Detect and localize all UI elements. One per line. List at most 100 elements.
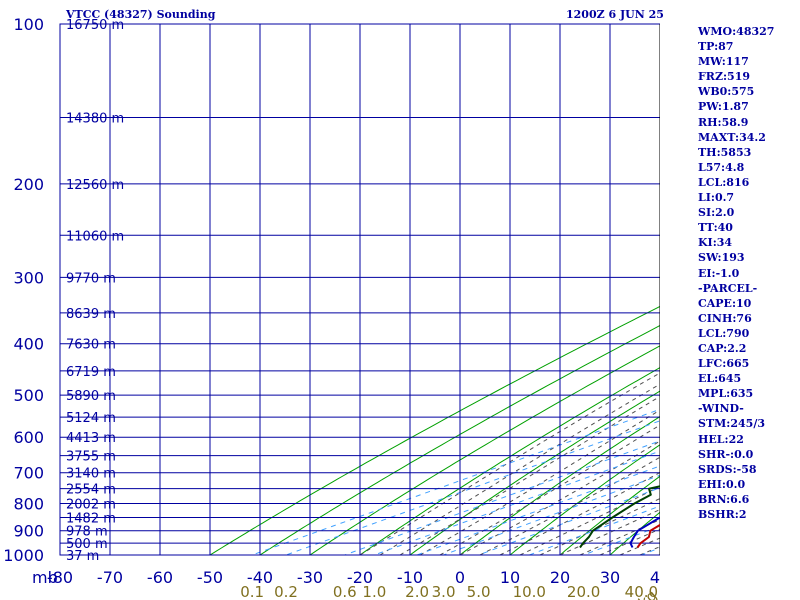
temperature-profile (636, 523, 660, 549)
height-label: 2554 m (66, 483, 116, 498)
dry-adiabat (509, 444, 660, 555)
index-item: SHR-:0.0 (698, 447, 754, 461)
pressure-tick-label: 700 (13, 464, 44, 483)
mixing-ratio-label: 0.2 (274, 583, 298, 600)
index-item: EHI:0.0 (698, 477, 746, 491)
height-label: 8639 m (66, 307, 116, 322)
index-item: SRDS:-58 (698, 462, 757, 476)
dry-adiabat (409, 390, 660, 555)
index-item: -WIND- (698, 402, 744, 416)
index-item: L57:4.8 (698, 160, 745, 174)
height-label: 14380 m (66, 112, 124, 127)
temperature-tick-label: 20 (550, 568, 570, 587)
height-label: 5890 m (66, 389, 116, 404)
moist-adiabat (419, 409, 660, 555)
temperature-tick-label: -60 (147, 568, 173, 587)
index-item: WB0:575 (698, 85, 755, 99)
index-item: EL:645 (698, 372, 742, 386)
index-item: LCL:816 (698, 175, 750, 189)
height-label: 978 m (66, 525, 108, 540)
index-item: KI:34 (698, 236, 733, 250)
height-labels: 16750 m 14380 m 12560 m 11060 m 9770 m 8639 m… (66, 18, 124, 564)
mixing-ratio-label: 2.0 (405, 583, 429, 600)
mixing-ratio-label: 1.0 (362, 583, 386, 600)
mixing-ratio-line (478, 487, 660, 555)
pressure-tick-label: 800 (13, 495, 44, 514)
height-label: 9770 m (66, 271, 116, 286)
index-item: MAXT:34.2 (698, 130, 766, 144)
temperature-tick-label: -10 (397, 568, 423, 587)
height-label: 6719 m (66, 365, 116, 380)
index-item: FRZ:519 (698, 70, 751, 84)
dewpoint-profile (579, 485, 660, 549)
pressure-tick-label: 900 (13, 522, 44, 541)
mixing-ratio-label: 20.0 (567, 583, 600, 600)
index-item: BRN:6.6 (698, 492, 750, 506)
skew-t-chart: 16750 m 14380 m 12560 m 11060 m 9770 m 8639 m… (3, 15, 660, 600)
pressure-temperature-grid (59, 23, 660, 556)
mixing-ratio-line (374, 450, 660, 555)
index-item: LI:0.7 (698, 191, 735, 205)
parcel-profile (629, 516, 660, 548)
height-label: 3755 m (66, 450, 116, 465)
temperature-tick-label: -50 (197, 568, 223, 587)
height-label: 12560 m (66, 178, 124, 193)
temperature-tick-label: 0 (455, 568, 465, 587)
moist-adiabat (439, 424, 660, 555)
height-label: 3140 m (66, 467, 116, 482)
temperature-tick-label: 10 (500, 568, 520, 587)
dry-adiabat (309, 345, 660, 555)
moist-adiabat (519, 485, 660, 555)
index-item: SI:2.0 (698, 206, 735, 220)
temperature-tick-label: -80 (47, 568, 73, 587)
mixing-ratio-label: 10.0 (513, 583, 546, 600)
moist-adiabat (399, 395, 660, 555)
height-label: 4413 m (66, 431, 116, 446)
index-item: MPL:635 (698, 387, 754, 401)
mixing-ratio-label: 40.0 (625, 583, 658, 600)
sounding-profiles (579, 485, 660, 549)
index-item: CAP:2.2 (698, 341, 747, 355)
mixing-ratio-label: 0.6 (333, 583, 357, 600)
mixing-ratio-label: 0.1 (240, 583, 264, 600)
index-item: TT:40 (698, 221, 733, 235)
height-label: 2002 m (66, 498, 116, 513)
dry-adiabats (209, 305, 660, 555)
index-item: -PARCEL- (698, 281, 758, 295)
index-item: PW:1.87 (698, 100, 749, 114)
index-item: STM:245/3 (698, 417, 765, 431)
mixing-ratio-label: 3.0 (432, 583, 456, 600)
height-label: 11060 m (66, 229, 124, 244)
temperature-tick-label: 40 (650, 568, 660, 587)
pressure-tick-label: 100 (13, 15, 44, 34)
temperature-tick-label: -70 (97, 568, 123, 587)
moist-adiabat (499, 471, 660, 555)
height-label: 5124 m (66, 411, 116, 426)
index-item: CAPE:10 (698, 296, 752, 310)
height-label: 37 m (66, 549, 99, 564)
index-item: WMO:48327 (698, 25, 775, 38)
index-item: MW:117 (698, 55, 749, 69)
height-label: 500 m (66, 537, 108, 552)
mixing-ratio-label: 5.0 (467, 583, 491, 600)
temperature-tick-label: -30 (297, 568, 323, 587)
observation-time: 1200Z 6 JUN 25 (566, 8, 664, 21)
pressure-tick-label: 500 (13, 386, 44, 405)
moist-adiabat (579, 519, 660, 555)
mixing-ratio-line (416, 465, 660, 555)
height-label: 7630 m (66, 338, 116, 353)
index-item: SW:193 (698, 251, 745, 265)
index-item: HEL:22 (698, 432, 744, 446)
pressure-tick-label: 1000 (3, 546, 44, 565)
index-item: LCL:790 (698, 326, 750, 340)
plot-frame (59, 23, 660, 556)
index-item: LFC:665 (698, 357, 750, 371)
temperature-tick-label: -40 (247, 568, 273, 587)
index-item: BSHR:2 (698, 508, 747, 521)
temperature-tick-label: -20 (347, 568, 373, 587)
pressure-tick-label: 300 (13, 268, 44, 287)
pressure-tick-label: 400 (13, 335, 44, 354)
index-item: RH:58.9 (698, 115, 749, 129)
index-item: TH:5853 (698, 145, 752, 159)
